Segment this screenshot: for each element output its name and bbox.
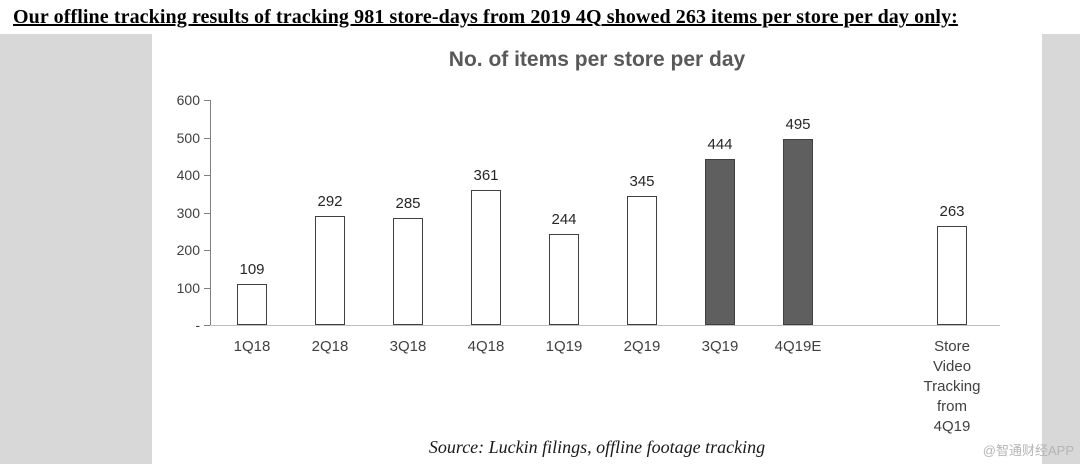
bar-value-label: 345 xyxy=(629,172,655,190)
category-label: 4Q18 xyxy=(467,338,505,355)
category-label: 3Q18 xyxy=(389,338,427,355)
bar-store-video-tracking-from-4q19 xyxy=(937,226,967,325)
bar-4q18 xyxy=(471,189,501,325)
bar-2q18 xyxy=(315,215,345,325)
chart-title: No. of items per store per day xyxy=(448,48,746,71)
y-axis: 600 500 400 300 200 100 - xyxy=(152,92,200,333)
y-axis-tick-mark xyxy=(204,100,210,101)
category-label: 3Q19 xyxy=(701,338,739,355)
headline: Our offline tracking results of tracking… xyxy=(13,5,958,28)
bar-value-label: 109 xyxy=(239,261,265,279)
y-axis-tick-mark xyxy=(204,287,210,289)
category-label: 4Q19E xyxy=(774,338,822,355)
y-axis-tick-label: - xyxy=(195,317,200,333)
watermark: @智通财经APP xyxy=(982,443,1074,458)
category-label: 2Q18 xyxy=(311,338,349,355)
bar-value-label: 263 xyxy=(939,203,965,221)
y-axis-tick-mark xyxy=(204,212,210,214)
bar-3q19 xyxy=(705,158,735,325)
bar-3q18 xyxy=(393,218,423,325)
y-axis-tick-label: 500 xyxy=(176,129,200,146)
bar-value-label: 495 xyxy=(785,116,811,134)
bar-value-label: 244 xyxy=(551,210,577,228)
chart-panel: No. of items per store per day 600 500 400… xyxy=(152,34,1042,464)
category-label: Store Video Tracking from 4Q19 xyxy=(923,338,981,435)
bar-4q19e xyxy=(783,139,813,325)
bar-1q18 xyxy=(237,284,267,325)
y-axis-tick-label: 600 xyxy=(176,92,200,108)
bar-2q19 xyxy=(627,195,657,325)
bar-value-label: 285 xyxy=(395,195,421,213)
y-axis-tick-mark xyxy=(204,325,210,326)
category-label: 2Q19 xyxy=(623,338,661,355)
y-axis-tick-mark xyxy=(204,137,210,139)
bar-value-label: 444 xyxy=(707,135,733,153)
y-axis-tick-label: 300 xyxy=(176,204,200,221)
category-label: 1Q19 xyxy=(545,338,583,355)
source-note: Source: Luckin filings, offline footage … xyxy=(428,437,766,457)
bar-value-label: 361 xyxy=(473,166,499,184)
y-axis-tick-label: 100 xyxy=(176,279,200,296)
y-axis-tick-mark xyxy=(204,175,210,176)
bar-value-label: 292 xyxy=(317,192,343,210)
plot-area: 109 1Q18 292 2Q18 285 3Q18 361 4Q18 244 1Q19 345 2Q… xyxy=(204,100,1010,435)
x-axis-line xyxy=(210,325,1000,326)
y-axis-tick-label: 200 xyxy=(176,242,200,258)
y-axis-line xyxy=(210,100,211,326)
page-header: Our offline tracking results of tracking… xyxy=(0,0,1080,34)
y-axis-tick-mark xyxy=(204,250,210,251)
category-label: 1Q18 xyxy=(233,338,271,355)
bar-1q19 xyxy=(549,233,579,325)
y-axis-tick-label: 400 xyxy=(176,167,200,183)
